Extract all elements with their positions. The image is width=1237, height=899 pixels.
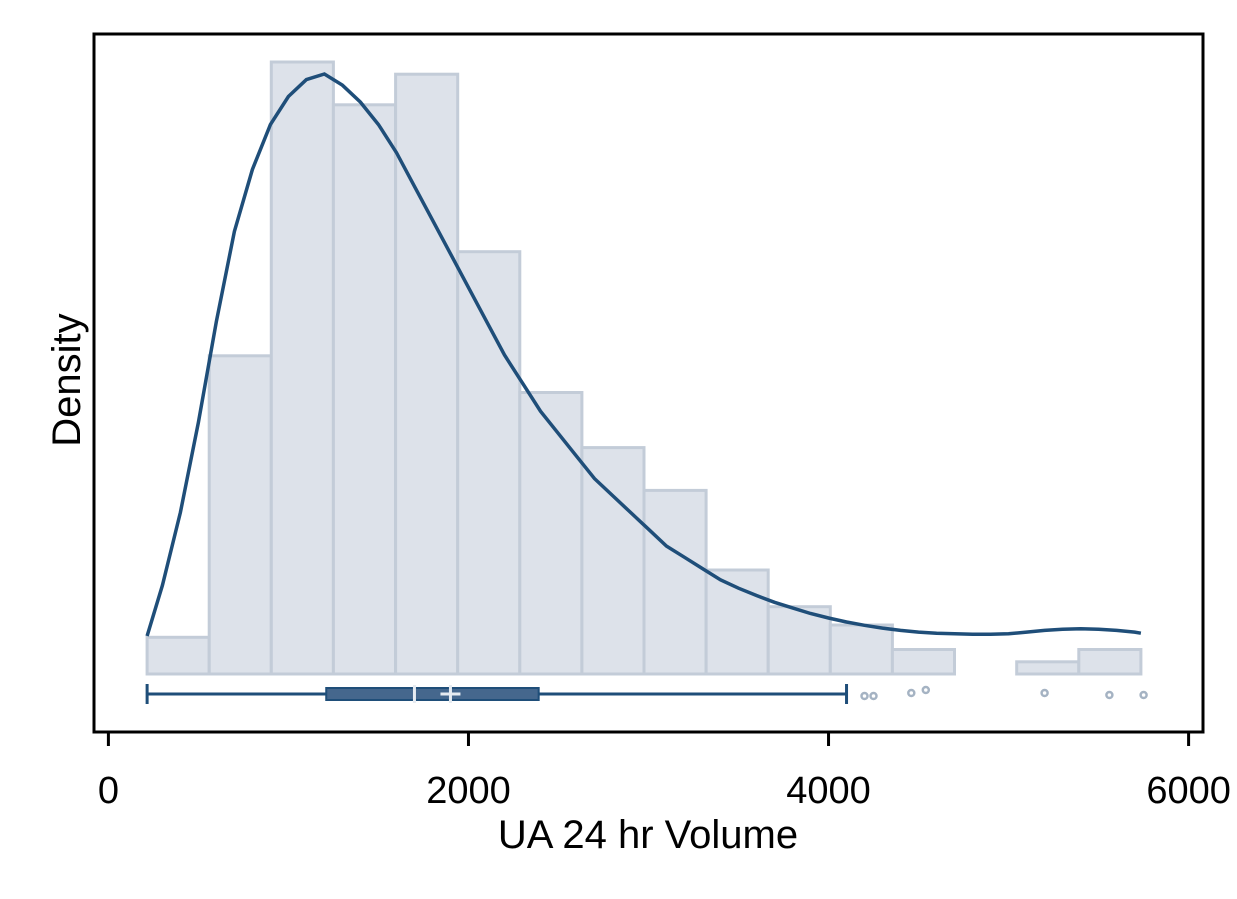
histogram-bar [456, 250, 522, 676]
iqr-box [325, 687, 540, 701]
y-axis-title: Density [45, 313, 89, 446]
outlier-point [869, 691, 878, 701]
histogram-bar [518, 391, 584, 676]
x-tick-label: 4000 [786, 770, 871, 812]
outlier-point [1040, 688, 1049, 698]
boxplot [145, 684, 849, 704]
histogram-bar [704, 568, 770, 676]
histogram-bars [145, 60, 1143, 676]
histogram-bar [269, 60, 335, 676]
x-tick-label: 2000 [426, 770, 511, 812]
kde-curve [145, 72, 1142, 637]
histogram-bar [766, 605, 832, 676]
histogram-bar [890, 648, 957, 676]
outlier-point [860, 691, 869, 701]
histogram-bar [331, 103, 397, 676]
outlier-point [1139, 690, 1148, 700]
outlier-point [907, 688, 916, 698]
histogram-bar [1015, 660, 1081, 676]
histogram-bar [580, 446, 646, 676]
outlier-point [921, 685, 931, 695]
histogram-bar [828, 623, 894, 676]
x-axis-title: UA 24 hr Volume [498, 813, 798, 857]
histogram-bar [1077, 648, 1143, 676]
x-axis-ticks: 0 2000 4000 6000 [98, 732, 1231, 812]
histogram-bar [642, 488, 708, 676]
outlier-point [1105, 690, 1114, 700]
outlier-points [860, 685, 1148, 701]
histogram-bar [394, 72, 460, 676]
x-tick-label: 6000 [1146, 770, 1231, 812]
histogram-bar [145, 635, 211, 676]
x-tick-label: 0 [98, 770, 119, 812]
plot-frame [92, 32, 1205, 734]
histogram-bar [207, 354, 273, 676]
